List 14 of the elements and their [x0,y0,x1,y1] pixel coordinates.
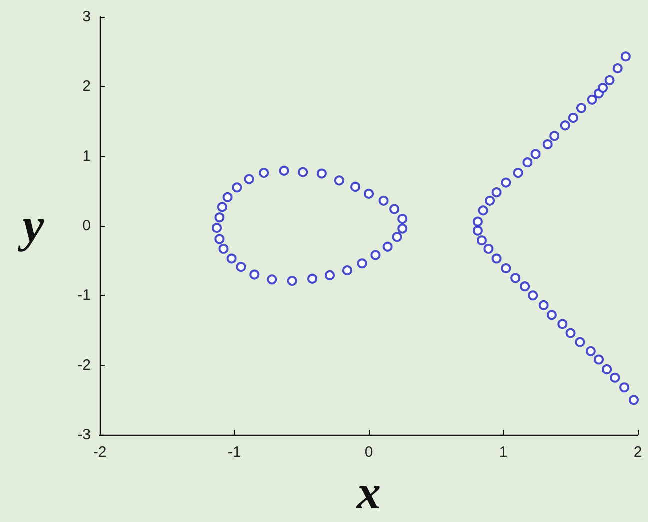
x-tick-label: 1 [499,444,508,461]
y-tick-label: 1 [82,148,91,165]
y-axis-title: y [18,200,45,252]
x-tick-label: -1 [228,444,242,461]
y-tick-label: 2 [82,78,91,96]
y-tick-label: 0 [82,218,91,234]
y-tick-label: -1 [78,287,91,304]
y-tick-label: -3 [78,426,91,444]
x-tick-label: -2 [93,444,107,461]
x-axis-title: x [356,466,381,520]
x-tick-label: 0 [364,444,374,461]
y-tick-label: 3 [82,8,91,26]
y-tick-label: -2 [78,356,91,374]
x-tick-label: 2 [634,444,642,461]
